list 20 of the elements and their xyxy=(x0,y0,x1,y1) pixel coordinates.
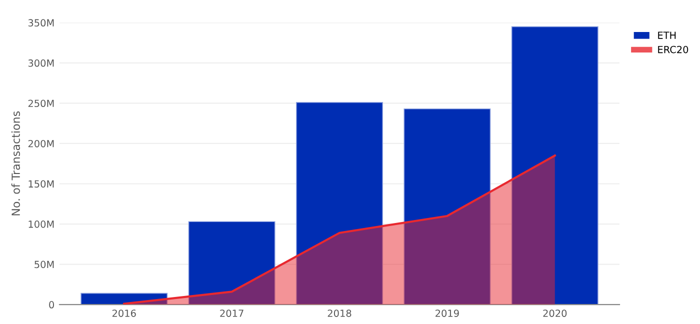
y-tick-label: 200M xyxy=(28,140,54,148)
y-tick-label: 50M xyxy=(34,260,54,268)
y-tick-label: 250M xyxy=(28,100,54,108)
y-tick-label: 300M xyxy=(28,59,54,67)
x-tick-label: 2018 xyxy=(328,310,352,317)
x-tick-label: 2016 xyxy=(112,310,136,317)
x-tick-label: 2020 xyxy=(543,310,567,317)
y-tick-label: 100M xyxy=(28,220,54,228)
x-tick-label: 2017 xyxy=(220,310,244,317)
y-axis-title: No. of Transactions xyxy=(11,111,20,216)
bar xyxy=(188,221,276,305)
legend-label: ETH xyxy=(658,32,676,39)
y-tick-label: 0 xyxy=(49,301,54,308)
legend-label: ERC20 xyxy=(658,46,688,54)
y-tick-label: 150M xyxy=(28,180,54,188)
bar xyxy=(404,108,491,305)
bar xyxy=(296,102,383,305)
y-tick-label: 350M xyxy=(28,19,54,27)
bar xyxy=(511,26,598,305)
x-tick-label: 2019 xyxy=(436,310,459,317)
